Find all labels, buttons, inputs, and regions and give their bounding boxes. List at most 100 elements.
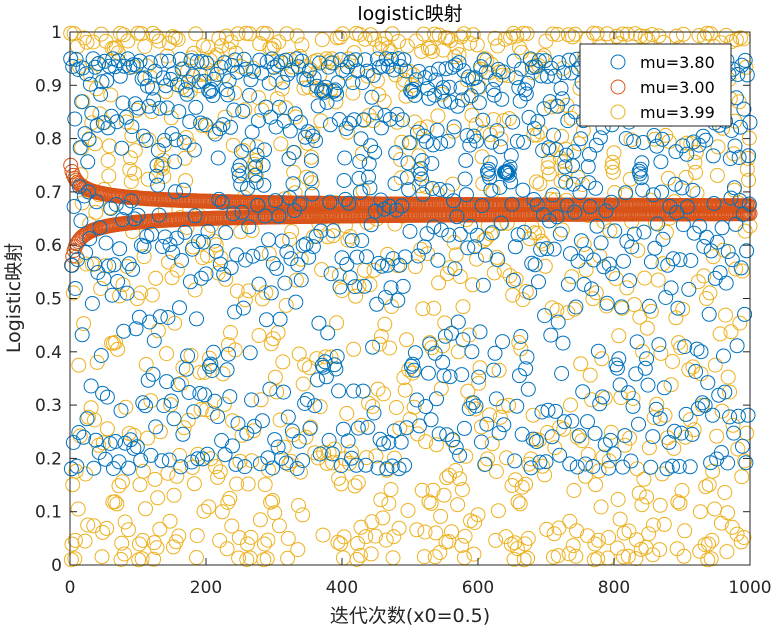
- data-point: [427, 26, 442, 42]
- data-point: [150, 490, 166, 506]
- data-point: [468, 398, 484, 414]
- data-point: [88, 432, 104, 448]
- data-point: [167, 184, 183, 200]
- data-point: [677, 523, 693, 539]
- data-point: [362, 180, 378, 196]
- data-point: [349, 249, 365, 265]
- data-point: [280, 66, 296, 82]
- data-point: [542, 142, 558, 158]
- data-point: [529, 434, 544, 450]
- data-point: [175, 426, 191, 442]
- data-point: [195, 234, 211, 250]
- data-point: [225, 438, 240, 454]
- data-point: [670, 494, 686, 510]
- data-point: [246, 418, 262, 434]
- data-point: [605, 266, 621, 282]
- data-point: [543, 327, 559, 343]
- data-point: [108, 334, 124, 350]
- y-tick-label: 0.3: [35, 396, 62, 416]
- data-point: [457, 171, 473, 187]
- data-point: [739, 243, 755, 259]
- data-point: [138, 398, 153, 414]
- data-point: [237, 292, 253, 308]
- data-point: [720, 455, 736, 471]
- data-point: [328, 94, 344, 110]
- data-point: [375, 510, 391, 526]
- data-point: [333, 536, 349, 552]
- data-point: [284, 62, 300, 78]
- data-point: [230, 416, 246, 432]
- data-point: [353, 131, 369, 147]
- data-point: [368, 448, 384, 464]
- data-point: [83, 378, 99, 394]
- data-point: [466, 546, 482, 562]
- data-point: [738, 455, 754, 471]
- data-point: [320, 59, 336, 75]
- data-point: [143, 393, 159, 409]
- data-point: [71, 425, 87, 440]
- data-point: [577, 456, 593, 472]
- data-point: [245, 248, 261, 264]
- data-point: [603, 194, 619, 210]
- data-point: [712, 326, 728, 342]
- data-point: [256, 177, 272, 193]
- data-point: [140, 430, 155, 446]
- data-point: [188, 26, 204, 42]
- data-point: [454, 537, 470, 553]
- data-point: [271, 34, 287, 50]
- data-point: [718, 275, 734, 291]
- data-point: [567, 301, 583, 317]
- data-point: [169, 77, 185, 93]
- data-point: [204, 65, 220, 81]
- data-point: [446, 193, 461, 209]
- legend-label-mu-3-99: mu=3.99: [640, 103, 715, 122]
- data-point: [80, 184, 96, 200]
- data-point: [121, 460, 136, 476]
- data-point: [189, 54, 205, 70]
- data-point: [78, 466, 94, 482]
- data-point: [108, 434, 124, 449]
- data-point: [103, 87, 119, 103]
- data-point: [419, 119, 435, 135]
- data-point: [383, 482, 399, 497]
- data-point: [93, 348, 109, 363]
- data-point: [261, 462, 277, 478]
- data-point: [331, 383, 347, 399]
- data-point: [178, 361, 194, 377]
- data-point: [303, 419, 319, 435]
- data-point: [414, 171, 430, 187]
- data-point: [265, 493, 281, 508]
- data-point: [372, 431, 388, 447]
- data-point: [363, 546, 379, 562]
- data-point: [567, 204, 583, 220]
- data-point: [251, 276, 267, 292]
- data-point: [703, 551, 719, 567]
- data-point: [412, 121, 428, 137]
- data-point: [237, 459, 253, 475]
- data-point: [485, 82, 501, 97]
- data-point: [464, 107, 480, 123]
- data-point: [442, 369, 458, 385]
- data-point: [676, 548, 692, 564]
- data-point: [482, 407, 498, 423]
- data-point: [678, 169, 694, 185]
- data-point: [107, 494, 123, 510]
- data-point: [269, 384, 285, 400]
- data-point: [272, 412, 288, 428]
- data-point: [494, 216, 510, 232]
- data-point: [560, 305, 576, 321]
- data-point: [346, 45, 362, 61]
- data-point: [357, 52, 373, 68]
- data-point: [550, 548, 566, 564]
- data-point: [138, 133, 154, 149]
- data-point: [370, 381, 386, 397]
- data-point: [227, 304, 243, 320]
- data-point: [486, 87, 502, 103]
- data-point: [414, 153, 430, 168]
- data-point: [162, 513, 178, 529]
- data-point: [95, 524, 111, 540]
- data-point: [110, 341, 126, 357]
- data-point: [286, 145, 302, 160]
- data-point: [615, 26, 631, 42]
- data-point: [580, 414, 595, 430]
